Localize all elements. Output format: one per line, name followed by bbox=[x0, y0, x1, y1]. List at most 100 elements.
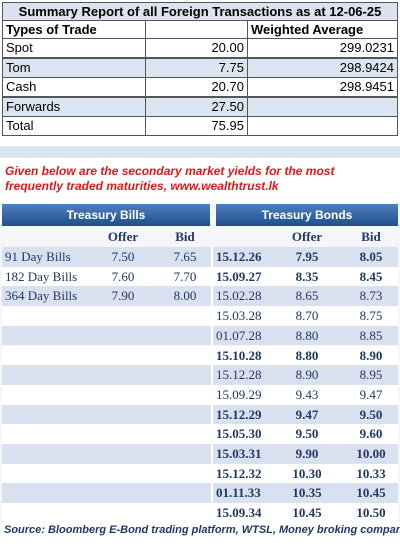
bond-bid: 8.45 bbox=[359, 268, 383, 284]
bond-offer: 8.90 bbox=[295, 367, 319, 383]
bond-maturity: 15.09.29 bbox=[216, 386, 262, 402]
column-divider bbox=[211, 345, 213, 366]
trade-type: Tom bbox=[2, 57, 146, 78]
bond-maturity: 15.12.26 bbox=[216, 249, 262, 264]
weighted-average: 298.9424 bbox=[247, 57, 398, 78]
trade-type: Cash bbox=[2, 77, 146, 97]
bill-name: 182 Day Bills bbox=[5, 268, 78, 284]
bond-bid: 8.85 bbox=[359, 327, 383, 343]
bond-bid: 9.60 bbox=[359, 426, 383, 442]
bond-bid: 10.45 bbox=[356, 485, 386, 501]
bill-offer: 7.60 bbox=[111, 268, 135, 284]
bond-offer: 8.80 bbox=[295, 347, 319, 363]
row-background bbox=[2, 325, 398, 346]
bills-header: Treasury Bills bbox=[2, 204, 210, 226]
row-background bbox=[2, 365, 398, 385]
source: Source: Bloomberg E-Bond trading platfor… bbox=[4, 524, 400, 536]
bond-bid: 8.73 bbox=[359, 288, 383, 304]
bid-label: Bid bbox=[175, 229, 195, 244]
bond-offer: 9.43 bbox=[295, 386, 319, 402]
trade-volume: 27.50 bbox=[145, 96, 248, 117]
bond-maturity: 15.12.29 bbox=[216, 406, 262, 422]
bond-maturity: 15.02.28 bbox=[216, 288, 262, 304]
bond-offer: 8.70 bbox=[295, 308, 319, 324]
column-divider bbox=[211, 286, 213, 307]
separator-band bbox=[0, 146, 400, 158]
bond-bid: 8.90 bbox=[359, 347, 383, 363]
row-background bbox=[2, 404, 398, 425]
trade-volume: 20.70 bbox=[145, 77, 248, 97]
bid-label: Bid bbox=[361, 229, 381, 244]
trade-volume: 75.95 bbox=[145, 116, 248, 136]
bonds-header: Treasury Bonds bbox=[216, 204, 398, 226]
trade-type: Total bbox=[2, 116, 146, 136]
bond-offer: 7.95 bbox=[295, 249, 319, 264]
row-background bbox=[2, 463, 398, 484]
header-cell bbox=[145, 20, 248, 39]
bond-maturity: 15.09.34 bbox=[216, 505, 262, 521]
bill-name: 364 Day Bills bbox=[5, 288, 78, 304]
bond-bid: 8.75 bbox=[359, 308, 383, 324]
bond-offer: 8.35 bbox=[295, 268, 319, 284]
row-background bbox=[2, 424, 398, 444]
offer-label: Offer bbox=[107, 229, 139, 244]
column-divider bbox=[211, 404, 213, 425]
note: Given below are the secondary market yie… bbox=[5, 164, 335, 193]
row-background bbox=[2, 444, 398, 464]
bond-offer: 9.47 bbox=[295, 406, 319, 422]
bond-maturity: 15.03.28 bbox=[216, 308, 262, 324]
bond-offer: 10.35 bbox=[292, 485, 322, 501]
bond-offer: 9.90 bbox=[295, 446, 319, 461]
bond-offer: 10.45 bbox=[292, 505, 322, 521]
bond-offer: 8.80 bbox=[295, 327, 319, 343]
bond-maturity: 15.12.32 bbox=[216, 465, 262, 481]
bill-offer: 7.50 bbox=[111, 249, 135, 264]
bill-offer: 7.90 bbox=[111, 288, 135, 304]
offer-label: Offer bbox=[291, 229, 323, 244]
bond-offer: 10.30 bbox=[292, 465, 322, 481]
trade-volume: 20.00 bbox=[145, 38, 248, 58]
bond-bid: 10.50 bbox=[356, 505, 386, 521]
bond-maturity: 15.09.27 bbox=[216, 268, 262, 284]
row-background bbox=[2, 345, 398, 366]
bond-bid: 10.00 bbox=[356, 446, 386, 461]
column-divider bbox=[211, 325, 213, 346]
bond-bid: 8.95 bbox=[359, 367, 383, 383]
bill-bid: 7.70 bbox=[173, 268, 197, 284]
trade-type: Spot bbox=[2, 38, 146, 58]
bond-offer: 9.50 bbox=[295, 426, 319, 442]
column-divider bbox=[211, 503, 213, 523]
row-background bbox=[2, 503, 398, 523]
weighted-average bbox=[247, 96, 398, 117]
column-divider bbox=[211, 266, 213, 287]
bond-maturity: 01.07.28 bbox=[216, 327, 262, 343]
bond-bid: 9.47 bbox=[359, 386, 383, 402]
column-divider bbox=[211, 483, 213, 504]
column-divider bbox=[211, 247, 213, 267]
row-background bbox=[2, 483, 398, 504]
bond-maturity: 15.03.31 bbox=[216, 446, 262, 461]
trade-type: Forwards bbox=[2, 96, 146, 117]
column-divider bbox=[211, 463, 213, 484]
bond-bid: 9.50 bbox=[359, 406, 383, 422]
column-divider bbox=[211, 306, 213, 326]
column-divider bbox=[211, 365, 213, 385]
bond-maturity: 15.05.30 bbox=[216, 426, 262, 442]
row-background bbox=[2, 306, 398, 326]
bond-bid: 10.33 bbox=[356, 465, 386, 481]
summary-title: Summary Report of all Foreign Transactio… bbox=[2, 2, 398, 21]
header-cell: Types of Trade bbox=[2, 20, 146, 39]
bond-offer: 8.65 bbox=[295, 288, 319, 304]
row-background bbox=[2, 247, 398, 267]
column-divider bbox=[211, 444, 213, 464]
weighted-average: 298.9451 bbox=[247, 77, 398, 97]
trade-volume: 7.75 bbox=[145, 57, 248, 78]
bill-bid: 8.00 bbox=[173, 288, 197, 304]
bond-maturity: 01.11.33 bbox=[216, 485, 261, 501]
bond-maturity: 15.12.28 bbox=[216, 367, 262, 383]
row-background bbox=[2, 384, 398, 405]
row-background bbox=[2, 266, 398, 287]
bill-bid: 7.65 bbox=[173, 249, 197, 264]
column-divider bbox=[211, 424, 213, 444]
bond-bid: 8.05 bbox=[359, 249, 383, 264]
